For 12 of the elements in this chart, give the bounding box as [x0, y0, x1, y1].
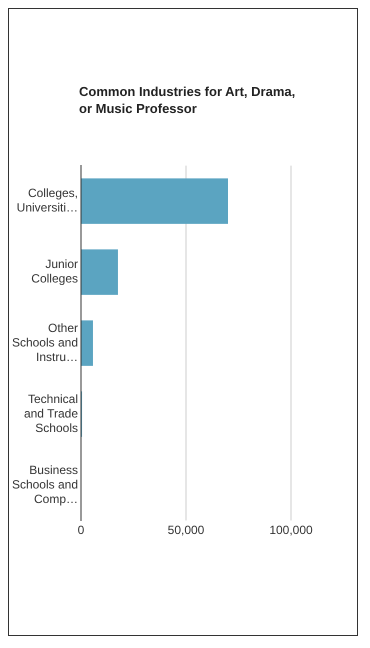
y-tick-label: Colleges, Universiti…	[16, 186, 78, 215]
bar	[82, 249, 118, 295]
bar	[82, 178, 228, 224]
y-tick-label: Other Schools and Instru…	[12, 321, 78, 364]
y-tick-label: Junior Colleges	[31, 257, 78, 286]
x-tick-label: 0	[78, 523, 85, 538]
x-tick-label: 100,000	[269, 523, 314, 538]
y-tick-label: Business Schools and Comp…	[12, 463, 78, 506]
chart-title: Common Industries for Art, Drama, or Music Professor	[79, 83, 296, 117]
y-tick-label: Technical and Trade Schools	[24, 392, 78, 435]
x-tick-label: 50,000	[168, 523, 205, 538]
bar	[82, 320, 93, 366]
